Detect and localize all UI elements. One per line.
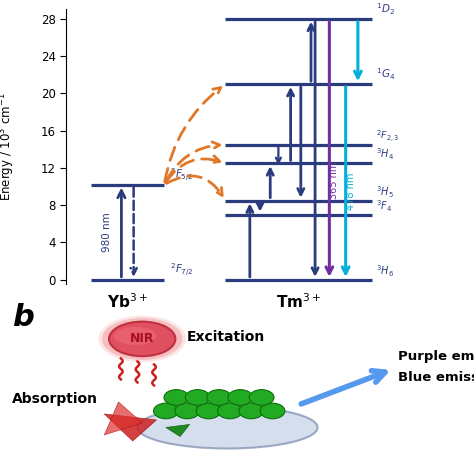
- Ellipse shape: [99, 316, 186, 362]
- Ellipse shape: [154, 403, 178, 419]
- Ellipse shape: [164, 390, 189, 405]
- Text: Blue emission: Blue emission: [398, 372, 474, 384]
- Ellipse shape: [260, 403, 285, 419]
- Text: $^3H_6$: $^3H_6$: [376, 263, 394, 279]
- Text: $^1G_4$: $^1G_4$: [376, 66, 395, 82]
- Text: $^3F_4$: $^3F_4$: [376, 198, 392, 214]
- Ellipse shape: [228, 390, 253, 405]
- Ellipse shape: [185, 390, 210, 405]
- Ellipse shape: [207, 390, 231, 405]
- Text: 980 nm: 980 nm: [102, 212, 112, 252]
- Text: $^3H_5$: $^3H_5$: [376, 184, 394, 200]
- Y-axis label: Energy / 10$^3$ cm$^{-1}$: Energy / 10$^3$ cm$^{-1}$: [0, 92, 17, 201]
- Ellipse shape: [102, 318, 182, 360]
- Ellipse shape: [137, 407, 318, 448]
- Ellipse shape: [175, 403, 200, 419]
- Text: $^3H_4$: $^3H_4$: [376, 147, 394, 162]
- Polygon shape: [166, 425, 190, 437]
- Text: 365 nm: 365 nm: [329, 162, 339, 199]
- Ellipse shape: [196, 403, 221, 419]
- Text: NIR: NIR: [130, 332, 155, 346]
- Text: Excitation: Excitation: [187, 330, 265, 345]
- Text: 478 nm: 478 nm: [346, 173, 356, 210]
- Text: $^1D_2$: $^1D_2$: [376, 1, 395, 17]
- Ellipse shape: [218, 403, 242, 419]
- Polygon shape: [104, 402, 142, 435]
- Text: $^2F_{5/2}$: $^2F_{5/2}$: [170, 166, 194, 183]
- Ellipse shape: [114, 327, 156, 345]
- Ellipse shape: [239, 403, 264, 419]
- Ellipse shape: [249, 390, 274, 405]
- Text: Absorption: Absorption: [12, 392, 98, 406]
- Text: $^2F_{2,3}$: $^2F_{2,3}$: [376, 128, 400, 144]
- Text: $^2F_{7/2}$: $^2F_{7/2}$: [170, 261, 194, 278]
- Text: b: b: [12, 303, 34, 332]
- Ellipse shape: [109, 322, 175, 356]
- Polygon shape: [104, 414, 156, 441]
- Text: Purple emission: Purple emission: [398, 350, 474, 364]
